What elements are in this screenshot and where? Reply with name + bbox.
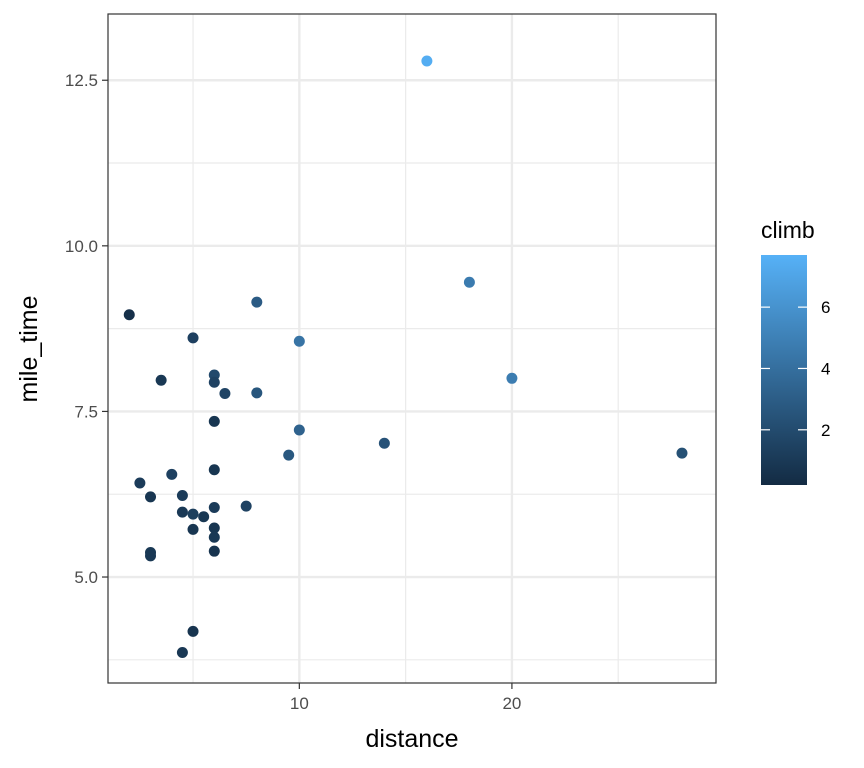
data-point	[145, 491, 157, 503]
data-point	[187, 523, 199, 535]
x-tick-label: 10	[290, 694, 309, 713]
data-point	[208, 545, 220, 557]
data-points	[123, 55, 688, 659]
data-point	[187, 508, 199, 520]
data-point	[166, 468, 178, 480]
data-point	[208, 464, 220, 476]
data-point	[208, 501, 220, 513]
y-axis-title: mile_time	[15, 296, 43, 403]
data-point	[293, 424, 305, 436]
data-point	[240, 500, 252, 512]
y-tick-label: 7.5	[74, 402, 98, 421]
data-point	[293, 335, 305, 347]
data-point	[283, 449, 295, 461]
data-point	[176, 506, 188, 518]
x-tick-label: 20	[502, 694, 521, 713]
data-point	[378, 437, 390, 449]
colorbar-label: 2	[821, 421, 830, 440]
legend-title: climb	[761, 217, 815, 243]
data-point	[176, 647, 188, 659]
panel-background	[108, 14, 716, 683]
data-point	[251, 296, 263, 308]
data-point	[208, 376, 220, 388]
data-point	[463, 276, 475, 288]
data-point	[676, 447, 688, 459]
data-point	[219, 388, 231, 400]
x-axis-title: distance	[365, 725, 458, 753]
data-point	[176, 490, 188, 502]
axes: 10 20 5.0 7.5 10.0 12.5	[65, 13, 717, 713]
legend: climb 2 4 6	[761, 217, 830, 485]
y-tick-label: 12.5	[65, 71, 98, 90]
data-point	[198, 511, 210, 523]
data-point	[134, 477, 146, 489]
data-point	[208, 531, 220, 543]
colorbar	[761, 255, 807, 485]
data-point	[187, 332, 199, 344]
data-point	[251, 387, 263, 399]
data-point	[145, 550, 157, 562]
data-point	[208, 415, 220, 427]
colorbar-label: 4	[821, 359, 830, 378]
data-point	[123, 309, 135, 321]
data-point	[208, 522, 220, 534]
data-point	[421, 55, 433, 67]
data-point	[187, 625, 199, 637]
data-point	[506, 372, 518, 384]
y-tick-label: 5.0	[74, 568, 98, 587]
data-point	[155, 374, 167, 386]
y-tick-label: 10.0	[65, 237, 98, 256]
plot-panel	[108, 14, 716, 683]
panel-border	[107, 13, 717, 684]
colorbar-label: 6	[821, 298, 830, 317]
